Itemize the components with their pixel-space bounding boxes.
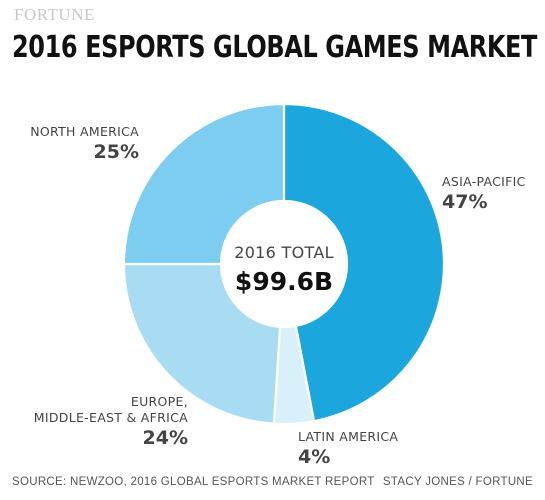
slice-label: NORTH AMERICA xyxy=(30,124,139,139)
slice-europe-middle-east-africa xyxy=(122,262,282,425)
brand-logo: FORTUNE xyxy=(14,5,95,24)
donut-slices xyxy=(122,102,446,426)
slice-label: MIDDLE-EAST & AFRICA xyxy=(34,410,188,425)
slice-asia-pacific xyxy=(282,102,446,423)
slice-percentage: 47% xyxy=(442,191,487,213)
slice-percentage: 25% xyxy=(94,141,139,163)
slice-label: ASIA-PACIFIC xyxy=(442,174,526,189)
credit-note: STACY JONES / FORTUNE xyxy=(382,476,533,488)
center-value: $99.6B xyxy=(235,267,333,296)
chart-title: 2016 ESPORTS GLOBAL GAMES MARKET xyxy=(12,30,537,65)
slice-percentage: 24% xyxy=(143,427,188,449)
slice-label: LATIN AMERICA xyxy=(298,429,398,444)
slice-labels: ASIA-PACIFIC 47% LATIN AMERICA 4% EUROPE,MID… xyxy=(30,124,525,468)
slice-percentage: 4% xyxy=(298,446,330,468)
center-caption: 2016 TOTAL xyxy=(234,243,334,262)
source-note: SOURCE: NEWZOO, 2016 GLOBAL ESPORTS MARK… xyxy=(12,476,375,488)
slice-label: EUROPE, xyxy=(131,394,188,409)
slice-north-america xyxy=(122,102,286,266)
